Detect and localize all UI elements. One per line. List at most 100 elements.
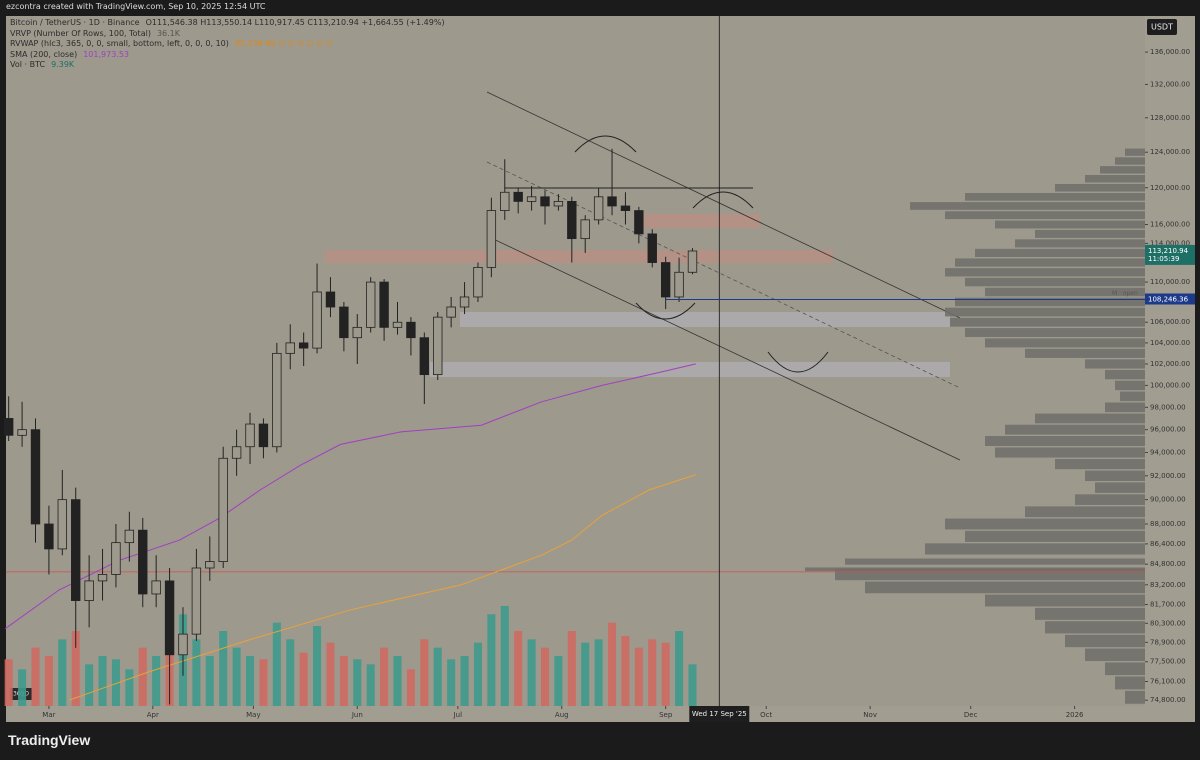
y-tick-label: 128,000.00 (1150, 114, 1190, 122)
volume-bar (433, 647, 442, 706)
candle-body (486, 210, 497, 268)
y-tick-label: 80,300.00 (1150, 619, 1186, 627)
price-tag-label: 113,210.94 (1148, 247, 1189, 255)
candle-body (352, 326, 362, 339)
profile-bar (1085, 470, 1145, 481)
candle-body (647, 233, 657, 263)
candle-body (191, 567, 202, 635)
y-tick-label: 92,000.00 (1150, 472, 1186, 480)
x-tick-label: Dec (964, 711, 978, 719)
y-tick-label: 76,100.00 (1150, 678, 1186, 686)
candle-body (151, 580, 161, 595)
volume-bar (621, 636, 630, 706)
candle-body (44, 523, 54, 550)
y-tick-label: 114,000.00 (1150, 239, 1190, 247)
x-tick-label: 2026 (1066, 711, 1084, 719)
candle-body (272, 352, 282, 448)
candle-body (231, 446, 242, 459)
legend-value: O111,546.38 H113,550.14 L110,917.45 C113… (145, 18, 445, 27)
profile-bar (950, 317, 1145, 327)
volume-bar (232, 647, 241, 706)
y-tick-label: 90,000.00 (1150, 496, 1186, 504)
y-tick-label: 86,400.00 (1150, 540, 1186, 548)
profile-bar (1015, 239, 1145, 248)
y-tick-label: 88,000.00 (1150, 520, 1186, 528)
candle-body (111, 542, 121, 575)
y-tick-label: 96,000.00 (1150, 426, 1186, 434)
profile-bar (945, 268, 1145, 277)
candle-body (164, 580, 175, 656)
candle-body (473, 267, 483, 298)
profile-bar (1115, 157, 1145, 165)
candle-body (660, 262, 671, 298)
volume-bar (339, 656, 348, 706)
y-tick-label: 136,000.00 (1150, 48, 1190, 56)
profile-bar (965, 193, 1145, 201)
volume-bar (246, 656, 255, 706)
profile-bar (1125, 690, 1145, 704)
volume-bar (487, 614, 496, 706)
legend-name: Bitcoin / TetherUS · 1D · Binance (10, 18, 140, 27)
profile-bar (1035, 607, 1145, 620)
y-tick-label: 94,000.00 (1150, 448, 1186, 456)
volume-bar (634, 647, 643, 706)
candle-body (406, 321, 416, 339)
volume-bar (648, 639, 657, 706)
candle-body (366, 281, 376, 328)
volume-bar (500, 606, 509, 706)
candle-body (3, 418, 14, 436)
legend-value: 85,238.86 ∅ ∅ ∅ ∅ ∅ ∅ (234, 39, 333, 48)
y-tick-label: 104,000.00 (1150, 339, 1190, 347)
candle-body (634, 210, 644, 235)
profile-bar (985, 594, 1145, 607)
candle-body (285, 342, 295, 354)
volume-bar (567, 631, 576, 706)
profile-bar (945, 518, 1145, 530)
profile-bar (1035, 413, 1145, 424)
candle-body (419, 337, 430, 376)
candle-body (84, 580, 94, 601)
x-tick-label: Apr (147, 711, 159, 719)
legend-line[interactable]: RVWAP (hlc3, 365, 0, 0, small, bottom, l… (10, 39, 445, 50)
candle-body (178, 633, 188, 656)
x-tick-label: Oct (760, 711, 772, 719)
profile-bar (1055, 183, 1145, 192)
volume-bar (353, 659, 362, 706)
legend: Bitcoin / TetherUS · 1D · Binance O111,54… (10, 18, 445, 71)
volume-bar (125, 669, 134, 706)
profile-bar (965, 530, 1145, 542)
arc (692, 191, 754, 209)
volume-bar (608, 622, 617, 706)
y-tick-label: 83,200.00 (1150, 581, 1186, 589)
volume-bar (527, 639, 536, 706)
y-tick-label: 102,000.00 (1150, 360, 1190, 368)
level-note: M · open (1112, 290, 1138, 297)
candle-body (30, 429, 41, 525)
legend-line[interactable]: Bitcoin / TetherUS · 1D · Binance O111,54… (10, 18, 445, 29)
candle-body (258, 423, 269, 448)
profile-bar (975, 248, 1145, 257)
currency-box[interactable] (1147, 19, 1177, 35)
legend-line[interactable]: Vol · BTC 9.39K (10, 60, 445, 71)
profile-bar (1025, 506, 1145, 518)
volume-bar (581, 642, 590, 706)
volume-bar (192, 639, 201, 706)
legend-line[interactable]: SMA (200, close) 101,973.53 (10, 50, 445, 61)
legend-name: VRVP (Number Of Rows, 100, Total) (10, 28, 151, 38)
volume-bar (85, 664, 94, 706)
profile-bar (1120, 391, 1145, 402)
legend-line[interactable]: VRVP (Number Of Rows, 100, Total) 36.1K (10, 29, 445, 40)
profile-bar (995, 220, 1145, 229)
plot-area (6, 16, 1145, 706)
trendline (486, 161, 961, 389)
trendline (486, 91, 961, 319)
price-tag-sub: 11:05:39 (1148, 255, 1179, 263)
drawings (325, 91, 961, 461)
candle-body (124, 529, 135, 544)
profile-bar (1105, 402, 1145, 413)
volume-bar (473, 642, 482, 706)
crosshair-box (689, 706, 750, 722)
candle-body (620, 205, 631, 211)
candle-body (312, 291, 322, 349)
